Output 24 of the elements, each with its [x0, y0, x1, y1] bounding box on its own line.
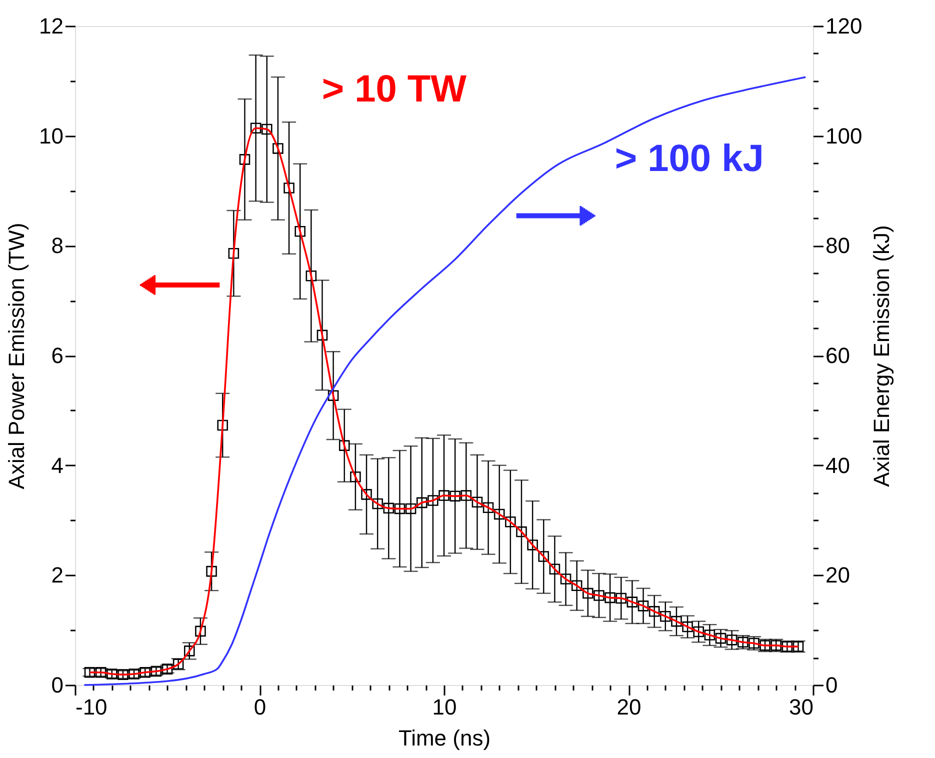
y-tick-label: 10 [39, 123, 64, 148]
y2-axis-title: Axial Energy Emission (kJ) [869, 225, 894, 487]
y-tick-label: 2 [51, 562, 64, 588]
y2-tick-label: 100 [826, 123, 862, 148]
x-tick-label: 20 [616, 694, 642, 720]
y-tick-label: 0 [51, 672, 64, 698]
x-tick-label: 0 [254, 694, 266, 720]
y-tick-label: 4 [51, 452, 64, 478]
y2-tick-label: 120 [826, 14, 862, 38]
x-axis-title: Time (ns) [398, 726, 491, 750]
y-tick-label: 8 [51, 233, 64, 258]
annotation: > 10 TW [322, 68, 467, 110]
annotation: > 100 kJ [614, 138, 764, 180]
y2-tick-label: 0 [826, 672, 838, 698]
y-tick-label: 6 [51, 343, 64, 368]
y2-tick-label: 80 [826, 233, 850, 258]
x-tick-label: 30 [789, 694, 814, 720]
x-tick-label: 10 [432, 694, 457, 720]
y2-tick-label: 20 [826, 562, 850, 588]
y2-tick-label: 40 [826, 452, 850, 478]
x-tick-label: -10 [76, 694, 108, 720]
y2-tick-label: 60 [826, 343, 850, 368]
y-tick-label: 12 [39, 14, 64, 38]
y-axis-title: Axial Power Emission (TW) [4, 222, 30, 490]
